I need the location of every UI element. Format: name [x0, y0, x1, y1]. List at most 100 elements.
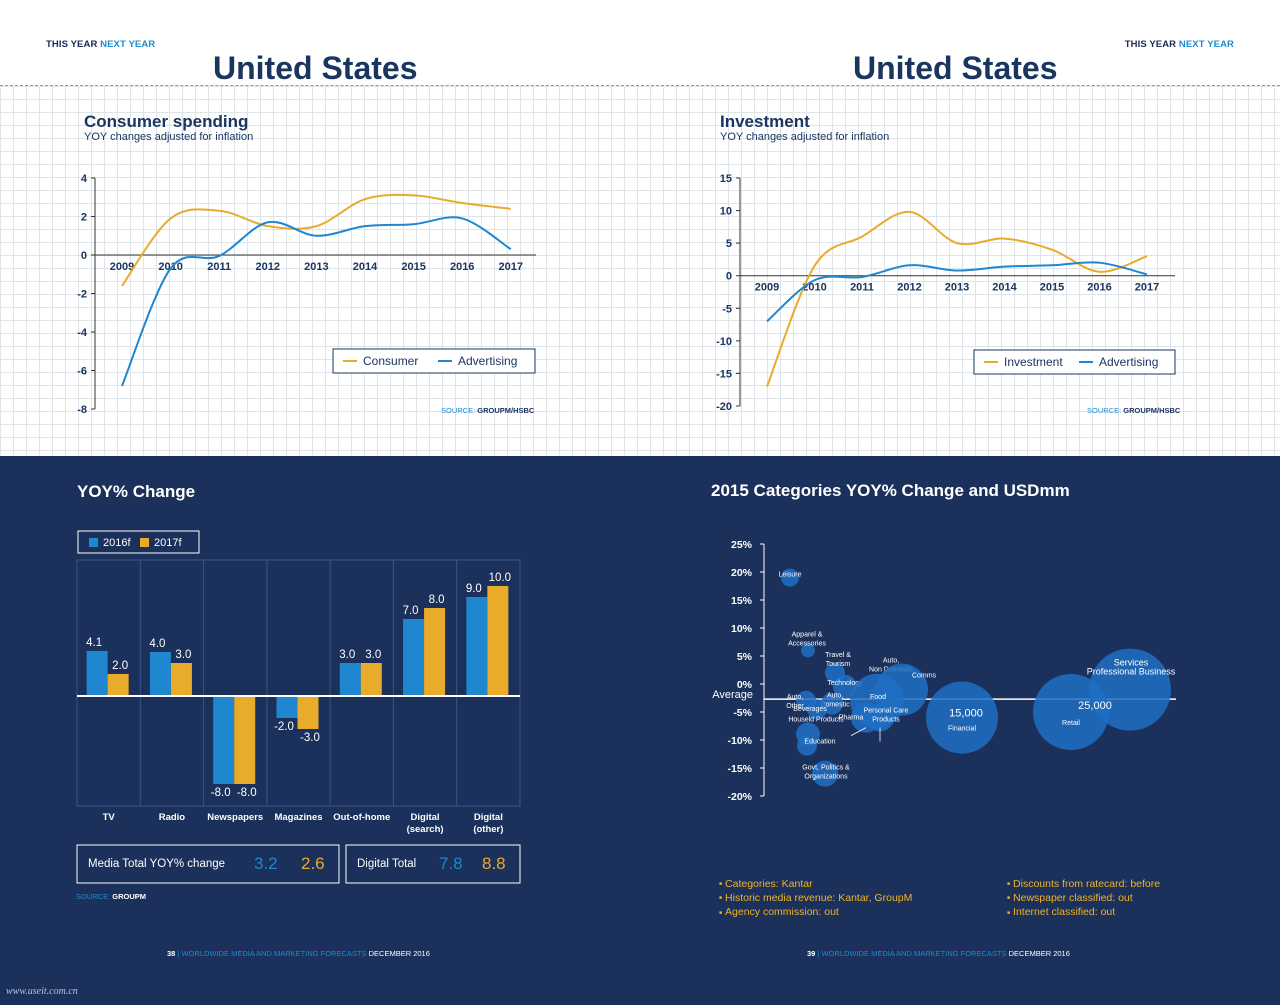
total-box [76, 844, 340, 884]
footer-right: 39 | WORLDWIDE MEDIA AND MARKETING FOREC… [807, 949, 1070, 958]
consumer-source: SOURCE: GROUPM/HSBC [441, 406, 534, 415]
bubble-label: Personal Care [864, 708, 909, 715]
bubble-label: Auto, [787, 694, 803, 701]
publication-date: DECEMBER 2016 [368, 949, 430, 958]
yoy-chart-title: YOY% Change [77, 482, 196, 501]
publication-name: WORLDWIDE MEDIA AND MARKETING FORECASTS [821, 949, 1007, 958]
x-tick-label: 2016 [450, 261, 474, 273]
bar-data-label: 9.0 [466, 583, 482, 595]
x-tick-label: 2015 [1040, 282, 1064, 294]
bubble-label: Education [804, 739, 835, 746]
bar-data-label: 4.0 [149, 638, 165, 650]
bubble-label: Govt, Politics & [802, 765, 850, 772]
category-label: Newspapers [207, 812, 263, 823]
x-tick-label: 2012 [256, 261, 280, 273]
category-label: TV [103, 812, 116, 823]
left-running-head: THIS YEAR NEXT YEAR [46, 39, 155, 50]
total-value-2017: 8.8 [482, 854, 506, 873]
x-tick-label: 2009 [755, 282, 779, 294]
grid-background [0, 86, 1280, 456]
x-tick-label: 2011 [850, 282, 874, 294]
legend-label: Investment [1004, 355, 1063, 369]
y-tick-label: 4 [81, 173, 88, 185]
bubble-govt-politics-organizations [812, 760, 838, 787]
right-running-head: THIS YEAR NEXT YEAR [1125, 39, 1234, 50]
leader-line [850, 727, 867, 736]
page-number: 38 [167, 949, 176, 958]
bubble-label: Auto, [827, 693, 843, 700]
y-tick-label: 5 [726, 238, 732, 250]
bubble-label: Technology [827, 680, 863, 687]
page-number: 39 [807, 949, 816, 958]
bar-2016f [466, 597, 488, 696]
legend-swatch [140, 538, 149, 547]
y-tick-label: 0% [737, 679, 753, 691]
footer-separator: | [817, 949, 820, 958]
source-value: GROUPM/HSBC [477, 406, 535, 415]
x-tick-label: 2017 [1135, 282, 1159, 294]
bubble-label: Pharma [839, 715, 864, 722]
bubble-leisure [781, 568, 799, 587]
investment-source: SOURCE: GROUPM/HSBC [1087, 406, 1180, 415]
bar-data-label: 4.1 [86, 637, 102, 649]
bubble-label: Organizations [804, 774, 848, 781]
country-title-left: United States [213, 50, 418, 86]
category-label: Digital [474, 812, 503, 823]
watermark: www.useit.com.cn [6, 986, 78, 997]
x-tick-label: 2014 [353, 261, 378, 273]
legend-box [973, 349, 1176, 375]
source-value: GROUPM [112, 892, 147, 901]
note-item: Newspaper classified: out [1007, 891, 1160, 905]
bar-2016f [339, 663, 361, 696]
bubble-label: Houseld Products [788, 716, 844, 723]
category-label: Digital [411, 812, 440, 823]
legend-label: 2017f [154, 537, 182, 549]
footer-left: 38 | WORLDWIDE MEDIA AND MARKETING FOREC… [167, 949, 430, 958]
category-label: (other) [473, 824, 503, 835]
y-tick-label: -5 [722, 303, 732, 315]
bar-data-label: 2.0 [112, 660, 128, 672]
total-label: Media Total YOY% change [88, 858, 225, 870]
y-tick-label: -6 [77, 366, 87, 378]
y-tick-label: -15 [716, 368, 732, 380]
investment-chart-subtitle: YOY changes adjusted for inflation [720, 131, 890, 143]
bar-data-label: 7.0 [403, 605, 419, 617]
x-tick-label: 2013 [945, 282, 969, 294]
notes-right: Discounts from ratecard: before Newspape… [1007, 877, 1160, 920]
legend-label: Advertising [458, 354, 517, 368]
consumer-series-advertising [121, 216, 512, 387]
y-tick-label: 25% [731, 539, 753, 551]
bar-2017f [424, 608, 446, 696]
total-value-2017: 2.6 [301, 854, 325, 873]
note-item: Internet classified: out [1007, 905, 1160, 919]
y-tick-label: -8 [77, 404, 87, 416]
bubble-label: Apparel & [792, 631, 823, 638]
bar-2017f [297, 696, 319, 729]
source-label: SOURCE: [441, 406, 476, 415]
bar-2016f [213, 696, 235, 784]
legend-swatch [89, 538, 98, 547]
header-divider [0, 85, 1280, 86]
investment-series-advertising [766, 261, 1148, 323]
consumer-chart-title: Consumer spending [84, 112, 249, 131]
legend-box [77, 530, 200, 554]
y-tick-label: -15% [727, 763, 752, 775]
bar-data-label: -3.0 [300, 732, 320, 744]
bubble-label: Services [1114, 658, 1149, 668]
bubble-personal-care-products [866, 703, 894, 732]
publication-name: WORLDWIDE MEDIA AND MARKETING FORECASTS [181, 949, 367, 958]
category-label: Radio [159, 812, 186, 823]
y-tick-label: 5% [737, 651, 753, 663]
investment-chart-title: Investment [720, 112, 810, 131]
yoy-source: SOURCE: GROUPM [76, 892, 146, 901]
note-item: Agency commission: out [719, 905, 912, 919]
size-label: 25,000 [1078, 700, 1112, 712]
country-title-right: United States [853, 50, 1058, 86]
bar-2016f [403, 619, 425, 696]
bubble-financial [926, 681, 998, 754]
total-value-2016: 3.2 [254, 854, 278, 873]
note-item: Discounts from ratecard: before [1007, 877, 1160, 891]
bubble-education [797, 735, 817, 756]
x-tick-label: 2013 [304, 261, 328, 273]
note-item: Historic media revenue: Kantar, GroupM [719, 891, 912, 905]
